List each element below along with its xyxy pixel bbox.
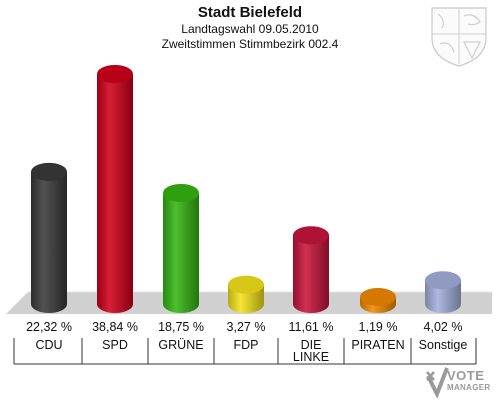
bar-sonstige xyxy=(425,271,461,313)
value-label-gruene: 18,75 % xyxy=(158,320,204,334)
value-label-fdp: 3,27 % xyxy=(227,320,266,334)
bar-top-die-linke xyxy=(293,226,329,245)
bar-gruene xyxy=(163,183,199,313)
chart-title: Stadt Bielefeld xyxy=(197,4,303,21)
bar-piraten xyxy=(360,287,396,313)
value-label-spd: 38,84 % xyxy=(92,320,138,334)
logo-text-manager: MANAGER xyxy=(447,383,491,392)
category-label-piraten: PIRATEN xyxy=(351,338,404,352)
bar-top-gruene xyxy=(163,183,199,202)
bar-top-fdp xyxy=(228,275,264,294)
bar-cdu xyxy=(31,162,67,313)
bar-top-spd xyxy=(97,65,133,83)
bar-body-cdu xyxy=(31,171,67,313)
value-label-die-linke: 11,61 % xyxy=(289,320,334,334)
coat-of-arms-icon xyxy=(431,7,487,67)
category-label-sonstige: Sonstige xyxy=(419,338,468,352)
value-label-sonstige: 4,02 % xyxy=(424,320,463,334)
value-label-piraten: 1,19 % xyxy=(359,320,398,334)
bar-top-piraten xyxy=(360,287,396,306)
category-label-cdu: CDU xyxy=(35,338,62,352)
bar-body-sonstige xyxy=(425,280,461,313)
bar-body-spd xyxy=(97,74,133,313)
vote-manager-logo: VOTE MANAGER xyxy=(425,366,497,398)
bar-top-sonstige xyxy=(425,271,461,290)
category-label-die-linke: DIE xyxy=(301,338,322,352)
category-label-fdp: FDP xyxy=(234,338,259,352)
category-label-die-linke: LINKE xyxy=(293,350,329,364)
category-label-gruene: GRÜNE xyxy=(158,338,203,352)
checkmark-icon xyxy=(426,367,449,398)
bar-die-linke xyxy=(293,226,329,313)
bar-fdp xyxy=(228,275,264,313)
value-label-cdu: 22,32 % xyxy=(26,320,72,334)
bar-body-die-linke xyxy=(293,235,329,313)
logo-text-vote: VOTE xyxy=(447,368,485,383)
category-label-spd: SPD xyxy=(102,338,128,352)
bar-spd xyxy=(97,65,133,313)
chart-subtitle-election: Landtagswahl 09.05.2010 xyxy=(181,22,319,36)
bar-body-gruene xyxy=(163,192,199,313)
chart-subtitle-district: Zweitstimmen Stimmbezirk 002.4 xyxy=(161,37,339,51)
bar-top-cdu xyxy=(31,162,67,181)
